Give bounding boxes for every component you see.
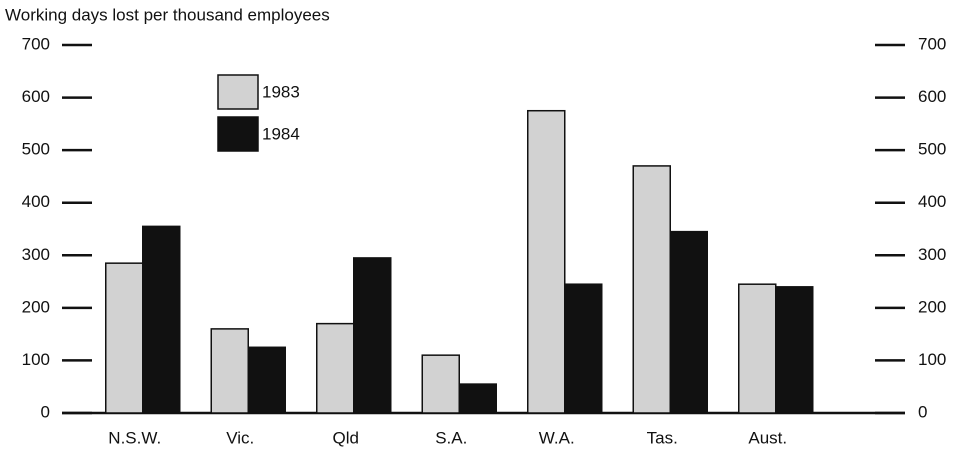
y2-tick-label: 400 [918,192,946,211]
y2-tick-label: 700 [918,34,946,53]
bar [458,383,497,414]
bar [527,109,566,414]
y-axis-title: Working days lost per thousand employees [5,5,330,24]
bar [316,322,355,414]
bar [669,230,708,414]
x-tick-label: Tas. [647,428,678,447]
bar [353,257,392,414]
bar [738,283,777,414]
bar [632,165,671,414]
x-tick-label: Aust. [748,428,787,447]
y-tick-label: 300 [22,245,50,264]
legend-swatch [217,116,259,152]
bar [564,283,603,414]
x-tick-label: W.A. [539,428,575,447]
bar [775,286,814,414]
x-tick-label: N.S.W. [108,428,161,447]
y-tick-label: 500 [22,140,50,159]
legend-label: 1984 [262,124,300,143]
y-tick-label: 400 [22,192,50,211]
y2-tick-label: 600 [918,87,946,106]
y-tick-label: 100 [22,350,50,369]
bar [210,328,249,414]
x-tick-label: Qld [333,428,359,447]
y-tick-label: 700 [22,34,50,53]
x-tick-label: Vic. [226,428,254,447]
bar [142,225,181,414]
y-tick-label: 0 [41,402,50,421]
bar [247,346,286,414]
bar [105,262,144,414]
y-tick-label: 200 [22,297,50,316]
x-tick-label: S.A. [435,428,467,447]
y2-tick-label: 500 [918,140,946,159]
legend-swatch [217,74,259,110]
legend-label: 1983 [262,82,300,101]
y2-tick-label: 300 [918,245,946,264]
y-tick-label: 600 [22,87,50,106]
bar [421,354,460,414]
y2-tick-label: 100 [918,350,946,369]
y2-tick-label: 200 [918,297,946,316]
y2-tick-label: 0 [918,402,927,421]
